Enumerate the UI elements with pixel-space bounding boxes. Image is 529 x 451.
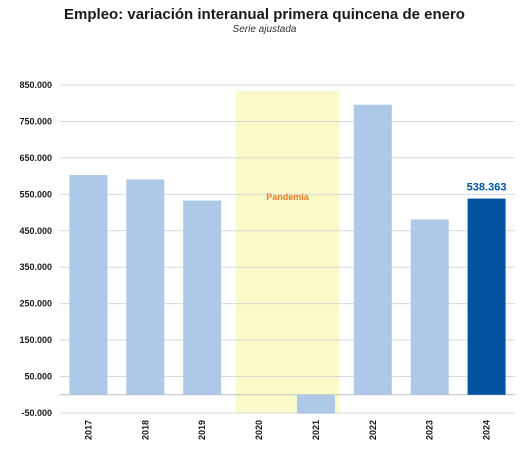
bar-2017 — [69, 175, 108, 395]
bar-2019 — [183, 200, 222, 395]
y-tick-label: 650.000 — [19, 153, 52, 163]
x-category-label: 2018 — [140, 420, 150, 440]
y-tick-label: 150.000 — [19, 335, 52, 345]
y-tick-label: 850.000 — [19, 80, 52, 90]
y-tick-label: 250.000 — [19, 299, 52, 309]
x-category-label: 2022 — [368, 420, 378, 440]
x-category-label: 2024 — [482, 420, 492, 440]
y-tick-label: 450.000 — [19, 226, 52, 236]
pandemic-band — [235, 91, 340, 413]
bar-2018 — [126, 179, 165, 395]
y-tick-label: 50.000 — [24, 372, 52, 382]
y-tick-label: -50.000 — [21, 408, 52, 418]
x-category-label: 2021 — [311, 420, 321, 440]
bar-2022 — [353, 104, 392, 395]
y-tick-label: 550.000 — [19, 189, 52, 199]
y-tick-label: 750.000 — [19, 116, 52, 126]
chart-subtitle: Serie ajustada — [232, 24, 297, 35]
pandemic-label: Pandemia — [266, 192, 310, 202]
x-category-label: 2020 — [254, 420, 264, 440]
bar-2023 — [410, 219, 449, 395]
bar-2024 — [467, 198, 506, 395]
bar-2021 — [296, 394, 335, 414]
y-tick-label: 350.000 — [19, 262, 52, 272]
x-category-label: 2019 — [197, 420, 207, 440]
x-category-label: 2023 — [425, 420, 435, 440]
x-category-label: 2017 — [83, 420, 93, 440]
chart-title: Empleo: variación interanual primera qui… — [64, 6, 465, 23]
bar-value-label: 538.363 — [467, 182, 507, 194]
